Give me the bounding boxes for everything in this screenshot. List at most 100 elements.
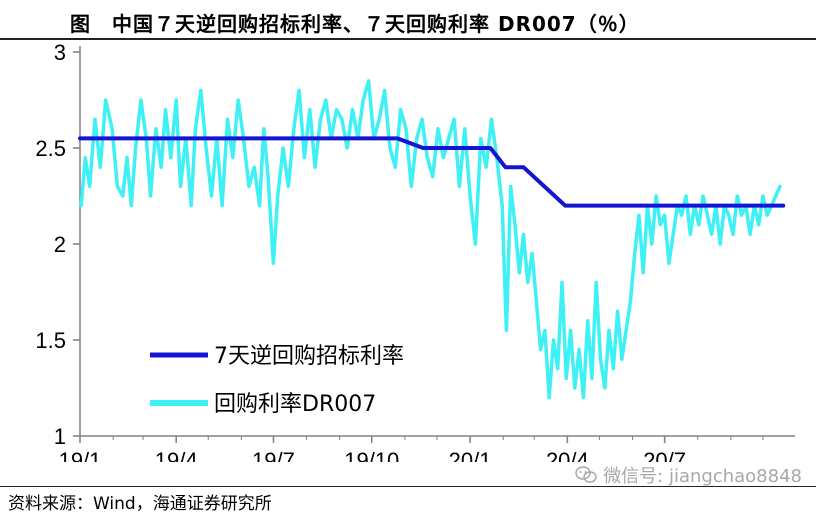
data-point: [504, 166, 506, 168]
data-point: [664, 214, 666, 216]
data-point: [293, 128, 295, 130]
wechat-icon: [575, 466, 597, 483]
data-point: [668, 262, 670, 264]
data-point: [160, 166, 162, 168]
data-point: [325, 99, 327, 101]
data-point: [400, 109, 402, 111]
data-point: [341, 118, 343, 120]
chart-axes: [79, 46, 795, 437]
data-point: [426, 157, 428, 159]
data-point: [309, 109, 311, 111]
data-point: [501, 205, 503, 207]
wechat-watermark: 微信号: jiangchao8848: [575, 462, 802, 488]
data-point: [389, 147, 391, 149]
data-point: [319, 118, 322, 120]
data-point: [736, 195, 738, 197]
data-point: [453, 118, 455, 120]
legend-label: 7天逆回购招标利率: [214, 344, 404, 369]
chart-title-bar: 图 中国７天逆回购招标利率、７天回购利率 DR007（％）: [0, 0, 816, 40]
x-axis-ticks: 19/1 19/4 19/7 19/10 20/1 20/4 20/7: [59, 436, 764, 462]
data-point: [681, 214, 683, 216]
x-tick-label: 20/1: [449, 448, 492, 462]
title-divider: [0, 38, 816, 40]
data-point: [226, 118, 229, 120]
legend-label: 回购利率DR007: [214, 392, 376, 417]
data-point: [489, 147, 491, 149]
x-tick-label: 20/4: [546, 448, 589, 462]
y-tick-label: 3: [54, 40, 66, 65]
data-point: [629, 301, 632, 303]
reverse-repo-line: [78, 136, 786, 208]
data-point: [728, 214, 730, 216]
data-point: [122, 195, 124, 197]
data-point: [248, 185, 250, 187]
data-point: [155, 128, 157, 130]
data-point: [480, 137, 482, 139]
data-point: [485, 166, 487, 168]
data-point: [282, 147, 284, 149]
data-point: [277, 195, 279, 197]
data-point: [267, 176, 269, 178]
data-point: [105, 99, 107, 101]
data-point: [149, 195, 152, 197]
data-point: [287, 185, 289, 187]
data-point: [111, 128, 113, 130]
y-tick-label: 2.5: [35, 136, 66, 161]
data-point: [762, 195, 764, 197]
data-point: [410, 185, 412, 187]
data-point: [200, 89, 202, 91]
data-point: [394, 166, 396, 168]
data-point: [405, 128, 407, 130]
data-point: [140, 99, 142, 101]
data-point: [458, 185, 460, 187]
data-point: [421, 118, 423, 120]
data-point: [194, 128, 196, 130]
data-point: [552, 339, 555, 341]
data-point: [384, 89, 386, 91]
data-point: [378, 118, 380, 120]
data-point: [135, 147, 137, 149]
data-point: [259, 205, 261, 207]
data-point: [89, 185, 91, 187]
data-point: [79, 137, 81, 139]
data-point: [432, 176, 434, 178]
data-point: [578, 349, 580, 351]
y-tick-label: 1.5: [35, 328, 66, 353]
data-point: [591, 377, 593, 379]
data-point: [190, 205, 192, 207]
data-point: [702, 195, 704, 197]
x-tick-label: 19/10: [344, 448, 399, 462]
data-point: [659, 224, 661, 226]
data-point: [99, 166, 101, 168]
x-tick-label: 19/1: [59, 448, 102, 462]
data-point: [505, 329, 507, 331]
data-point: [522, 233, 525, 235]
data-point: [540, 349, 542, 351]
data-point: [362, 99, 364, 101]
data-point: [604, 387, 606, 389]
data-point: [437, 128, 439, 130]
data-point: [422, 147, 424, 149]
data-point: [587, 320, 589, 322]
data-point: [617, 310, 619, 312]
x-tick-label: 19/4: [155, 448, 198, 462]
data-point: [170, 157, 172, 159]
watermark-text: 微信号: jiangchao8848: [603, 466, 802, 487]
data-point: [346, 147, 348, 149]
data-point: [205, 147, 207, 149]
data-point: [80, 205, 82, 207]
data-point: [608, 329, 610, 331]
x-tick-label: 20/7: [643, 448, 686, 462]
data-point: [719, 243, 721, 245]
data-point: [599, 358, 602, 360]
chart-title: 图 中国７天逆回购招标利率、７天回购利率 DR007（％）: [70, 12, 640, 36]
data-point: [94, 118, 96, 120]
data-point: [651, 243, 653, 245]
data-point: [655, 195, 657, 197]
data-point: [126, 157, 128, 159]
data-point: [698, 224, 700, 226]
data-point: [570, 329, 572, 331]
data-point: [625, 329, 627, 331]
data-point: [758, 224, 760, 226]
